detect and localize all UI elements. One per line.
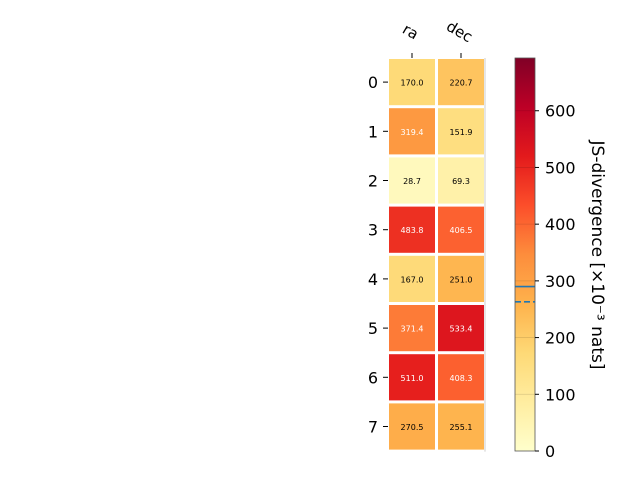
colorbar-tick-label: 400 <box>545 215 576 234</box>
cell-value-label: 483.8 <box>401 226 424 235</box>
colorbar: 0 100 200 300 400 500 600 <box>514 57 576 461</box>
cell-value-label: 511.0 <box>401 374 424 383</box>
row-label: 6 <box>368 368 378 387</box>
heatmap-cell <box>389 59 435 106</box>
column-label: dec <box>443 17 475 46</box>
cell-value-label: 69.3 <box>452 177 470 186</box>
colorbar-tick-label: 600 <box>545 102 576 121</box>
colorbar-tick-label: 300 <box>545 272 576 291</box>
cell-value-label: 167.0 <box>401 275 424 284</box>
heatmap-cell <box>438 157 484 204</box>
heatmap-cell <box>389 305 435 352</box>
cell-value-label: 28.7 <box>403 177 421 186</box>
row-label: 7 <box>368 418 378 437</box>
cell-value-label: 170.0 <box>401 79 424 88</box>
heatmap-cell <box>389 206 435 253</box>
row-label: 2 <box>368 172 378 191</box>
cell-value-label: 220.7 <box>450 79 473 88</box>
colorbar-tick-label: 500 <box>545 158 576 177</box>
colorbar-tick-label: 200 <box>545 329 576 348</box>
cell-value-label: 255.1 <box>450 423 473 432</box>
cell-value-label: 533.4 <box>450 325 473 334</box>
heatmap-cell <box>389 255 435 302</box>
cell-value-label: 270.5 <box>401 423 424 432</box>
heatmap-cell <box>389 157 435 204</box>
row-label: 1 <box>368 122 378 141</box>
row-label: 5 <box>368 319 378 338</box>
heatmap-cell <box>389 354 435 401</box>
cell-value-label: 251.0 <box>450 275 473 284</box>
heatmap-cell <box>438 108 484 155</box>
heatmap-cell <box>438 305 484 352</box>
colorbar-tick-label: 100 <box>545 385 576 404</box>
column-label: ra <box>399 20 421 43</box>
colorbar-frame <box>514 57 536 452</box>
colorbar-gradient <box>515 58 535 451</box>
cell-value-label: 151.9 <box>450 128 473 137</box>
heatmap-cell <box>438 206 484 253</box>
heatmap-cell <box>389 108 435 155</box>
row-label: 3 <box>368 221 378 240</box>
cell-value-label: 319.4 <box>401 128 424 137</box>
row-label: 0 <box>368 73 378 92</box>
cell-value-label: 408.3 <box>450 374 473 383</box>
heatmap-cell <box>438 59 484 106</box>
colorbar-tick-label: 0 <box>545 442 555 461</box>
heatmap-cell <box>438 354 484 401</box>
colorbar-label: JS-divergence [×10⁻³ nats] <box>587 140 607 370</box>
cell-value-label: 406.5 <box>450 226 473 235</box>
heatmap-cell <box>389 403 435 450</box>
heatmap-cell <box>438 403 484 450</box>
heatmap-cell <box>438 255 484 302</box>
row-label: 4 <box>368 270 378 289</box>
cell-value-label: 371.4 <box>401 325 424 334</box>
